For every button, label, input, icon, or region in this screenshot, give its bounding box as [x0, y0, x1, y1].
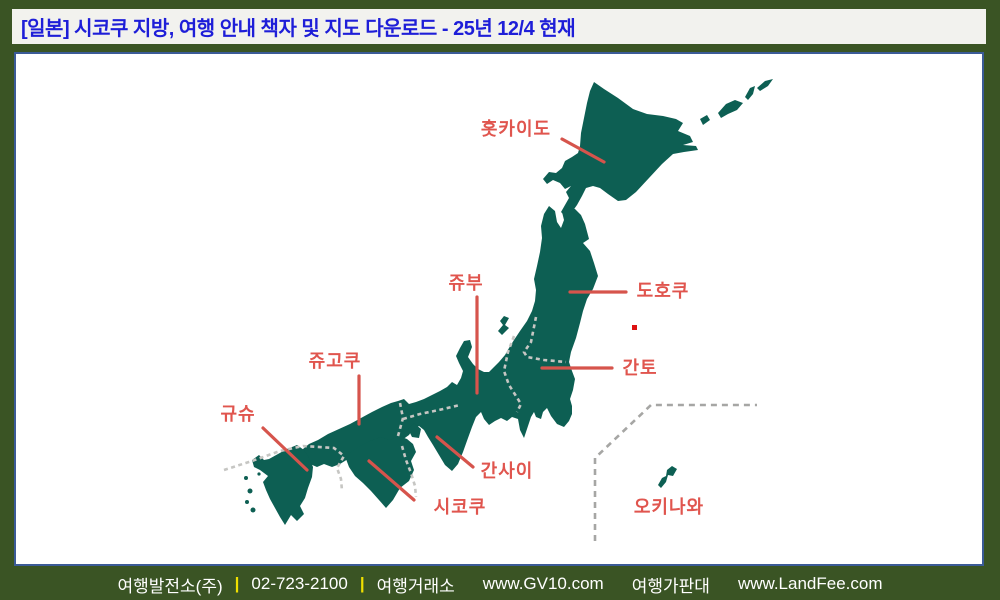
- page-title: [일본] 시코쿠 지방, 여행 안내 책자 및 지도 다운로드 - 25년 12…: [21, 18, 576, 40]
- title-bar: [일본] 시코쿠 지방, 여행 안내 책자 및 지도 다운로드 - 25년 12…: [12, 9, 986, 44]
- kyushu-islet-1: [244, 476, 248, 480]
- kyushu-island-shape: [252, 445, 313, 525]
- region-border-kansai-chubu: [402, 403, 461, 421]
- okinawa-inset-border: [593, 403, 757, 541]
- sado-island-shape: [498, 316, 509, 335]
- region-label-tohoku: 도호쿠: [636, 281, 690, 301]
- hokkaido-island-shape: [543, 82, 698, 217]
- region-label-kanto: 간토: [622, 358, 658, 378]
- region-label-hokkaido: 홋카이도: [480, 119, 552, 139]
- kansai-leader-line: [435, 435, 475, 469]
- footer-company: 여행발전소(주): [117, 576, 223, 596]
- region-border-kii-channel: [400, 445, 418, 498]
- footer-separator-2: |: [359, 574, 365, 593]
- footer-bar: 여행발전소(주) | 02-723-2100 | 여행거래소 www.GV10.…: [0, 568, 1000, 600]
- kyushu-islet-4: [250, 507, 256, 513]
- region-label-shikoku: 시코쿠: [433, 497, 487, 517]
- kyushu-islet-2: [247, 488, 253, 494]
- kuril-island-3-shape: [745, 86, 755, 100]
- footer-exchange-url: www.GV10.com: [482, 574, 604, 593]
- kuril-island-4-shape: [757, 79, 773, 91]
- region-label-kyushu: 규슈: [220, 404, 256, 424]
- footer-kiosk-url: www.LandFee.com: [737, 574, 883, 593]
- region-border-tohoku: [522, 316, 567, 364]
- kuril-island-2-shape: [718, 100, 743, 118]
- awaji-island-shape: [408, 423, 421, 438]
- region-border-kyushu: [223, 444, 346, 492]
- honshu-island-shape: [300, 206, 598, 471]
- hokkaido-leader-line: [560, 137, 606, 164]
- region-label-chugoku: 쥬고쿠: [308, 351, 362, 371]
- footer-phone: 02-723-2100: [251, 574, 348, 593]
- footer-kiosk-label: 여행가판대: [631, 576, 710, 596]
- footer-exchange-label: 여행거래소: [376, 576, 455, 596]
- region-border-kanto-chubu: [502, 335, 523, 413]
- footer-separator-1: |: [234, 574, 240, 593]
- region-label-okinawa: 오키나와: [633, 497, 705, 517]
- kyushu-islet-5: [257, 472, 261, 476]
- region-label-chubu: 쥬부: [448, 273, 484, 293]
- map-marker-dot: [632, 325, 637, 330]
- map-area: [14, 52, 984, 566]
- kuril-island-1-shape: [700, 115, 710, 125]
- region-label-kansai: 간사이: [480, 461, 534, 481]
- kyushu-leader-line: [261, 426, 309, 472]
- shikoku-leader-line: [367, 459, 416, 502]
- kyushu-islet-3: [245, 500, 249, 504]
- okinawa-island-shape: [658, 466, 677, 488]
